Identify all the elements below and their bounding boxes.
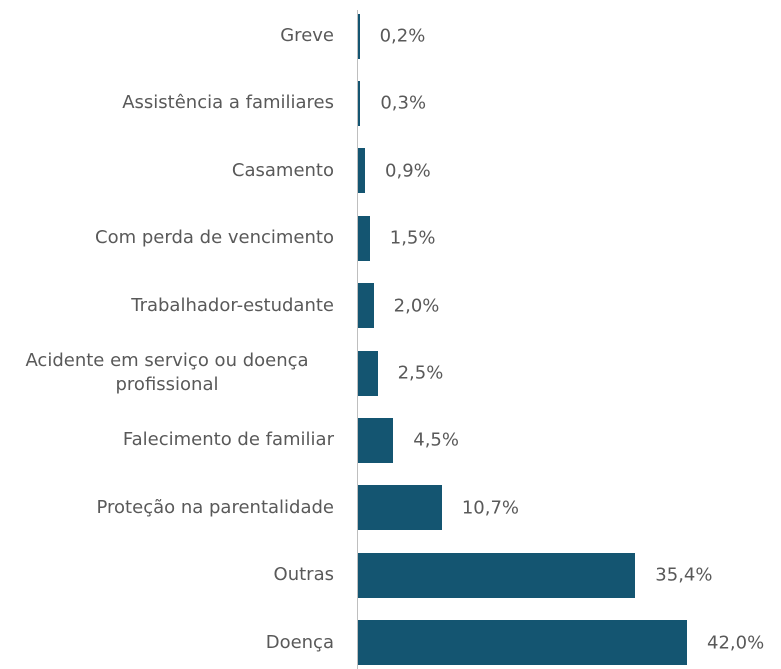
value-label: 2,0% (393, 295, 440, 317)
bar (358, 350, 378, 396)
category-label-text: Greve (280, 25, 334, 46)
bar (358, 552, 636, 598)
category-label: Com perda de vencimento (0, 226, 334, 250)
bar (358, 13, 360, 59)
value-label: 2,5% (397, 362, 444, 384)
bar (358, 283, 374, 329)
category-label-text: Acidente em serviço ou doença profission… (25, 350, 309, 395)
bar (358, 417, 394, 463)
category-label: Doença (0, 631, 334, 655)
category-label: Proteção na parentalidade (0, 496, 335, 520)
category-label: Casamento (0, 159, 334, 183)
bar (358, 485, 442, 531)
bar (358, 215, 370, 261)
category-label: Acidente em serviço ou doença profission… (0, 349, 334, 397)
value-label: 35,4% (655, 564, 713, 586)
axis-line (357, 10, 358, 669)
bar (358, 80, 361, 126)
value-label: 0,2% (379, 25, 426, 47)
category-label: Outras (0, 563, 334, 587)
value-label: 10,7% (461, 497, 519, 519)
value-label: 0,9% (385, 160, 431, 182)
category-label: Greve (0, 24, 334, 48)
category-label-text: Falecimento de familiar (122, 429, 334, 451)
value-label: 0,3% (380, 92, 427, 114)
category-label-text: Doença (265, 631, 334, 653)
category-label-text: Com perda de vencimento (95, 227, 334, 249)
value-label: 1,5% (389, 227, 436, 249)
category-label: Trabalhador-estudante (0, 294, 334, 318)
category-label-text: Proteção na parentalidade (96, 496, 335, 518)
category-label-text: Casamento (231, 159, 334, 181)
value-label: 42,0% (707, 632, 765, 654)
bar (358, 620, 687, 666)
category-label-text: Outras (273, 564, 334, 586)
category-label: Assistência a familiares (0, 91, 334, 115)
value-label: 4,5% (413, 429, 459, 451)
bar (358, 148, 366, 194)
category-label-text: Assistência a familiares (122, 92, 334, 114)
category-label: Falecimento de familiar (0, 428, 334, 452)
category-label-text: Trabalhador-estudante (131, 294, 334, 316)
